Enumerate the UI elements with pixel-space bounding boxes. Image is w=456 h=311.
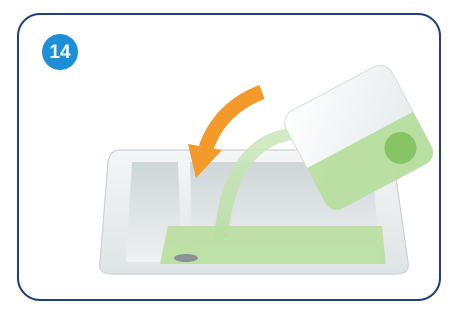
step-number: 14 <box>49 42 71 63</box>
instruction-panel: 14 <box>0 0 456 311</box>
step-badge: 14 <box>42 34 78 70</box>
page: {"step": {"number": "14"}} 14 <box>0 0 456 311</box>
drain <box>174 254 198 262</box>
